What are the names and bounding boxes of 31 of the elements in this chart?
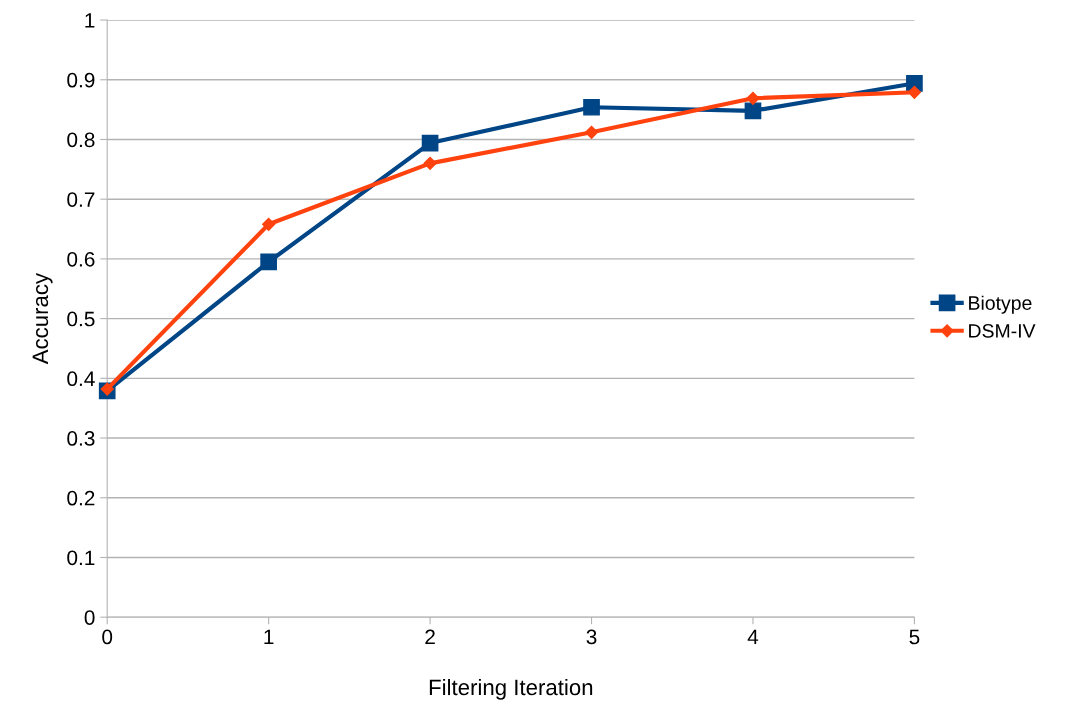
point	[262, 217, 276, 231]
x-axis-title: Filtering Iteration	[429, 678, 593, 700]
y-tick-label: 0.4	[67, 371, 95, 387]
point	[744, 102, 762, 120]
y-tick-label: 0.8	[67, 132, 95, 148]
y-tick-label: 0	[84, 610, 95, 625]
point	[260, 253, 277, 271]
point	[423, 156, 437, 170]
y-tick-label: 0.6	[67, 251, 95, 267]
x-tick-label: 3	[586, 629, 597, 645]
point	[746, 91, 760, 105]
legend-label: Biotype	[969, 295, 1032, 314]
x-tick-label: 4	[747, 629, 759, 645]
point	[583, 98, 600, 116]
point	[421, 134, 439, 152]
y-axis-title: Accuracy	[32, 272, 53, 365]
y-tick-label: 0.3	[67, 431, 95, 446]
y-tick-label: 0.7	[67, 192, 95, 207]
x-tick-label: 2	[425, 629, 435, 645]
x-tick-label: 0	[102, 629, 113, 645]
y-tick-label: 0.5	[67, 311, 95, 327]
point	[584, 125, 599, 139]
point	[100, 382, 114, 396]
y-tick-label: 0.9	[67, 72, 95, 88]
y-tick-label: 0.2	[67, 490, 95, 506]
point	[907, 85, 922, 99]
x-tick-label: 5	[909, 629, 920, 645]
x-tick-label: 1	[264, 629, 274, 645]
y-tick-label: 0.1	[67, 550, 95, 566]
legend-label: DSM-IV	[969, 323, 1036, 338]
y-tick-label: 1	[85, 13, 95, 28]
